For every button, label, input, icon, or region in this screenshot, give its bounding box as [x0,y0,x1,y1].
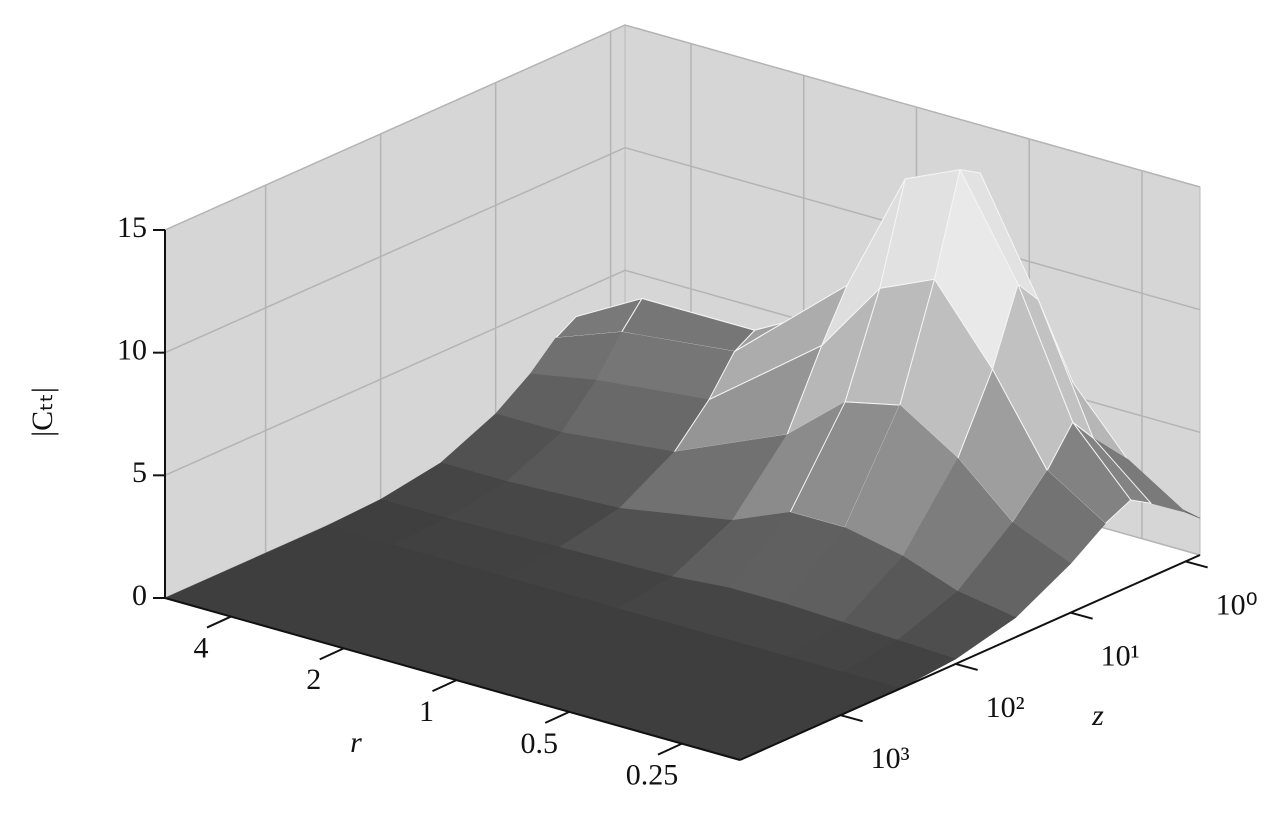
y-tick-label: 10³ [871,742,910,775]
x-axis-label: r [350,726,362,759]
z-tick-label: 15 [117,211,147,244]
x-tick-label: 2 [306,663,321,696]
grid-line [164,24,1201,231]
x-tick [319,647,345,661]
x-tick [544,710,570,724]
z-axis-label: |Cₜₜ| [26,387,59,437]
x-tick [206,615,232,629]
y-tick [1185,560,1208,569]
y-tick-label: 10¹ [1101,640,1140,673]
z-tick-label: 0 [132,579,147,612]
y-tick [1070,611,1093,620]
y-tick-label: 10⁰ [1216,588,1258,621]
y-tick [840,714,863,723]
z-tick-label: 10 [117,334,147,367]
z-tick-label: 5 [132,456,147,489]
axis-line [739,554,1201,761]
x-tick [657,742,683,756]
axis-line [164,597,741,761]
x-tick-label: 4 [193,631,208,664]
x-tick [432,679,457,693]
y-tick-label: 10² [986,691,1025,724]
x-tick-label: 0.25 [626,759,679,792]
x-tick-label: 0.5 [520,727,558,760]
x-tick-label: 1 [419,695,434,728]
y-axis-label: z [1091,699,1104,732]
y-tick [955,662,978,671]
